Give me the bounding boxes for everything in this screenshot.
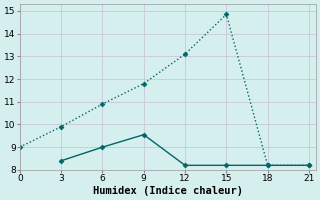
X-axis label: Humidex (Indice chaleur): Humidex (Indice chaleur) bbox=[93, 186, 243, 196]
